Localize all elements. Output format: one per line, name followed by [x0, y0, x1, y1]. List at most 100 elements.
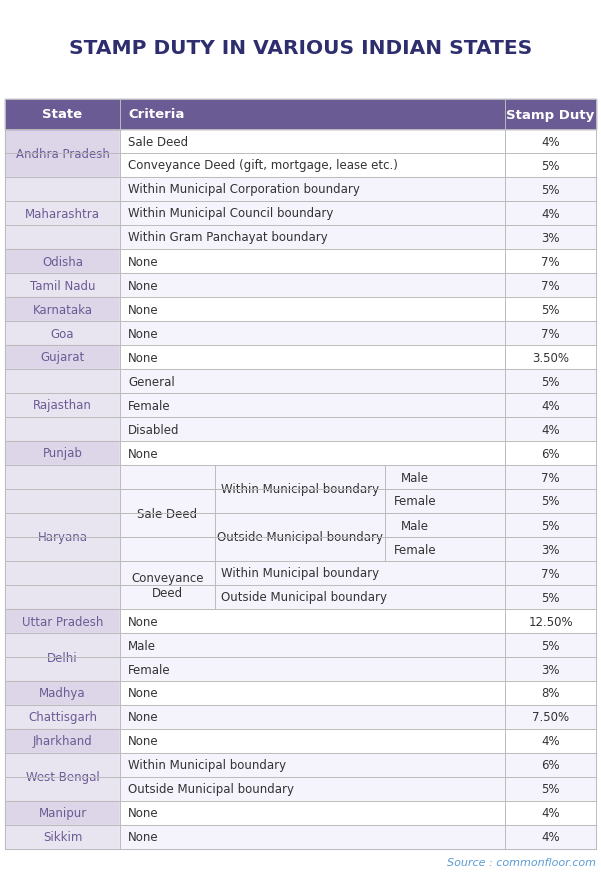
Text: 4%: 4%	[541, 207, 560, 220]
Bar	[505, 609, 596, 633]
Bar	[5, 465, 120, 489]
Bar	[120, 442, 505, 465]
Text: 5%: 5%	[542, 495, 560, 507]
Text: 7%: 7%	[541, 471, 560, 484]
Text: Outside Municipal boundary: Outside Municipal boundary	[221, 591, 387, 604]
Bar	[505, 705, 596, 729]
Bar	[120, 777, 505, 801]
Text: 6%: 6%	[541, 447, 560, 460]
Text: None: None	[128, 687, 159, 700]
Bar	[120, 298, 505, 321]
Bar	[505, 274, 596, 298]
Text: 7%: 7%	[541, 255, 560, 268]
Bar	[5, 633, 120, 658]
Bar	[5, 801, 120, 825]
Bar	[505, 321, 596, 346]
Text: 4%: 4%	[541, 831, 560, 844]
Text: 7%: 7%	[541, 567, 560, 579]
Text: 3%: 3%	[542, 663, 560, 676]
Text: 5%: 5%	[542, 303, 560, 316]
Bar	[505, 658, 596, 681]
Bar	[120, 393, 505, 418]
Text: Male: Male	[401, 471, 429, 484]
Bar	[5, 561, 120, 586]
Bar	[120, 801, 505, 825]
Text: Within Municipal boundary: Within Municipal boundary	[221, 483, 379, 496]
Text: 3%: 3%	[542, 231, 560, 244]
Bar	[120, 825, 505, 849]
Bar	[5, 729, 120, 753]
Bar	[505, 442, 596, 465]
Text: 5%: 5%	[542, 591, 560, 604]
Text: Punjab: Punjab	[43, 447, 82, 460]
Bar	[505, 514, 596, 537]
Bar	[5, 249, 120, 274]
Bar	[120, 658, 505, 681]
Bar	[505, 465, 596, 489]
Bar	[5, 681, 120, 705]
Text: Delhi: Delhi	[47, 651, 78, 664]
Bar	[505, 418, 596, 442]
Bar	[505, 586, 596, 609]
Bar	[120, 753, 505, 777]
Bar	[505, 226, 596, 249]
Text: Female: Female	[128, 663, 171, 676]
Bar	[5, 226, 120, 249]
Bar	[120, 681, 505, 705]
Bar	[5, 393, 120, 418]
Text: 5%: 5%	[542, 375, 560, 388]
Text: Criteria: Criteria	[128, 108, 185, 121]
Bar	[505, 753, 596, 777]
Text: Tamil Nadu: Tamil Nadu	[30, 279, 95, 292]
Bar	[120, 633, 505, 658]
Text: 4%: 4%	[541, 399, 560, 412]
Bar	[5, 514, 120, 537]
Text: Conveyance
Deed: Conveyance Deed	[131, 572, 204, 600]
Bar	[505, 298, 596, 321]
Text: Sale Deed: Sale Deed	[138, 507, 198, 520]
Bar	[120, 130, 505, 154]
Text: Disabled: Disabled	[128, 423, 180, 436]
Text: Within Municipal boundary: Within Municipal boundary	[221, 567, 379, 579]
Bar	[505, 633, 596, 658]
Text: Haryana: Haryana	[37, 531, 88, 543]
Text: 5%: 5%	[542, 639, 560, 651]
Bar	[505, 561, 596, 586]
Text: Odisha: Odisha	[42, 255, 83, 268]
Bar	[5, 178, 120, 202]
Text: None: None	[128, 710, 159, 723]
Bar	[505, 777, 596, 801]
Bar	[120, 465, 505, 489]
Text: Andhra Pradesh: Andhra Pradesh	[16, 148, 109, 161]
Text: 5%: 5%	[542, 519, 560, 532]
Bar	[505, 202, 596, 226]
Bar	[505, 370, 596, 393]
Text: 5%: 5%	[542, 184, 560, 197]
Text: Gujarat: Gujarat	[40, 351, 85, 364]
Text: 5%: 5%	[542, 782, 560, 795]
Bar	[5, 537, 120, 561]
Text: 3%: 3%	[542, 543, 560, 556]
Bar	[5, 274, 120, 298]
Text: None: None	[128, 831, 159, 844]
Text: None: None	[128, 351, 159, 364]
Text: State: State	[43, 108, 82, 121]
Bar	[5, 658, 120, 681]
Bar	[120, 346, 505, 370]
Text: None: None	[128, 255, 159, 268]
Bar	[505, 801, 596, 825]
Text: 7%: 7%	[541, 279, 560, 292]
Text: None: None	[128, 447, 159, 460]
Text: Jharkhand: Jharkhand	[32, 735, 93, 748]
Bar	[120, 537, 505, 561]
Text: 4%: 4%	[541, 735, 560, 748]
Bar	[5, 442, 120, 465]
Bar	[120, 514, 505, 537]
Bar	[120, 370, 505, 393]
Text: Uttar Pradesh: Uttar Pradesh	[22, 615, 103, 628]
Text: Female: Female	[128, 399, 171, 412]
Bar	[120, 321, 505, 346]
Bar	[505, 681, 596, 705]
Bar	[505, 393, 596, 418]
Bar	[120, 705, 505, 729]
